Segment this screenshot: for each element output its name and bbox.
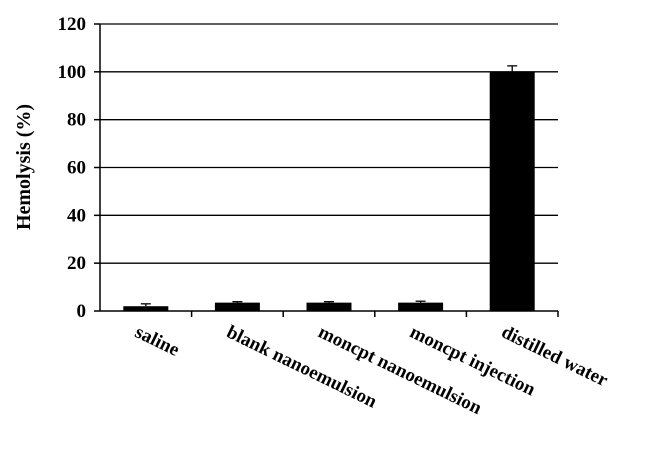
y-tick-label: 60 [67, 158, 86, 179]
y-tick-labels: 0 20 40 60 80 100 120 [58, 14, 87, 322]
y-tick-label: 80 [67, 110, 86, 131]
x-tick-label: blank nanoemulsion [223, 322, 380, 413]
gridlines [100, 23, 558, 264]
bar [123, 306, 169, 311]
x-tick-label: saline [132, 322, 183, 361]
error-bars [140, 65, 518, 307]
y-tick-label: 40 [67, 205, 86, 226]
y-tick-label: 120 [58, 14, 87, 35]
bars [123, 71, 535, 311]
x-axis [100, 310, 559, 317]
bar [398, 302, 444, 311]
y-axis-label: Hemolysis (%) [13, 104, 35, 230]
bar [306, 302, 352, 311]
y-tick-label: 20 [67, 253, 86, 274]
y-tick-label: 0 [77, 301, 87, 322]
y-axis [94, 23, 101, 312]
bar [214, 302, 260, 311]
y-tick-label: 100 [58, 62, 87, 83]
bar [489, 71, 535, 311]
x-tick-label: moncpt nanoemulsion [315, 322, 485, 420]
